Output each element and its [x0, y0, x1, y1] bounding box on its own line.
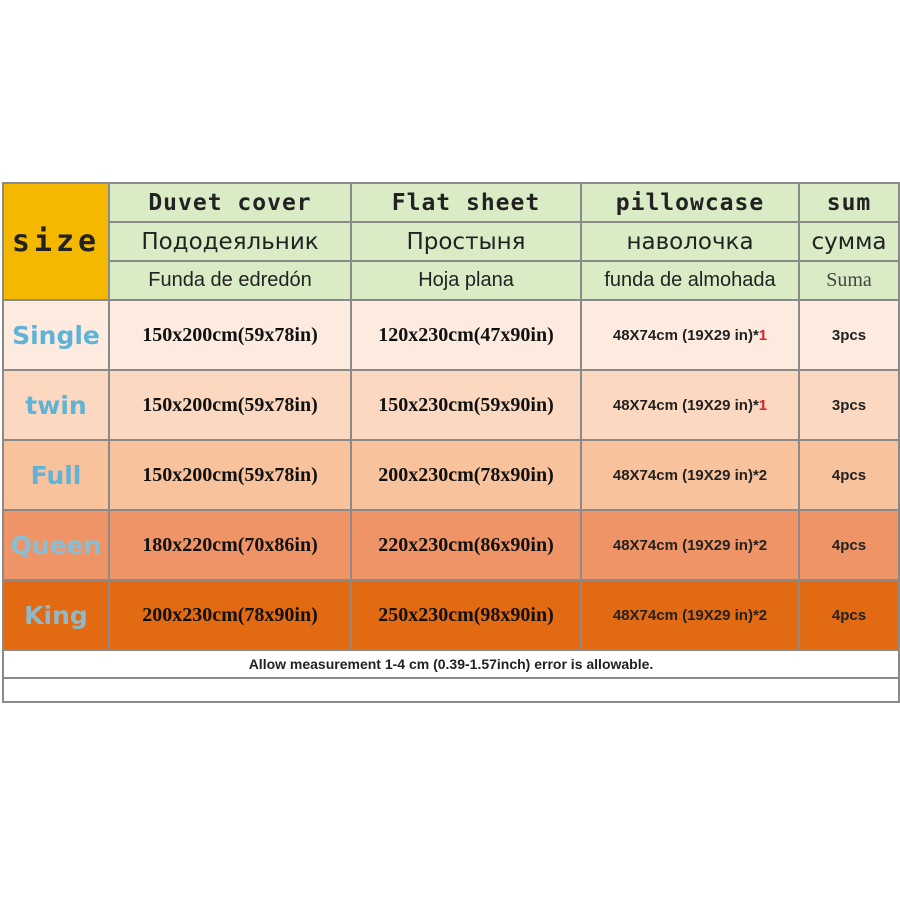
header-duvet-ru: Пододеяльник [108, 221, 352, 262]
sum-pcs: 3pcs [798, 369, 900, 441]
table-row: Single 150x200cm(59x78in) 120x230cm(47x9… [2, 299, 900, 371]
pillow-size: 48X74cm (19X29 in)*1 [580, 369, 800, 441]
sum-pcs: 4pcs [798, 509, 900, 581]
duvet-size: 150x200cm(59x78in) [108, 439, 352, 511]
size-label: twin [2, 369, 110, 441]
size-label: King [2, 579, 110, 651]
pillow-size: 48X74cm (19X29 in)*1 [580, 299, 800, 371]
sum-pcs: 4pcs [798, 579, 900, 651]
pillow-qty: 1 [758, 326, 768, 344]
table-row: King 200x230cm(78x90in) 250x230cm(98x90i… [2, 579, 900, 651]
pillow-size: 48X74cm (19X29 in)*2 [580, 509, 800, 581]
header-sum-ru: сумма [798, 221, 900, 262]
header-pillow-en: pillowcase [580, 182, 800, 223]
header-duvet-es: Funda de edredón [108, 260, 352, 301]
size-label: Full [2, 439, 110, 511]
table-row: twin 150x200cm(59x78in) 150x230cm(59x90i… [2, 369, 900, 441]
footer-spacer [2, 677, 900, 703]
size-chart-table: size Duvet cover Flat sheet pillowcase s… [2, 182, 900, 703]
size-label: Single [2, 299, 110, 371]
pillow-dims: 48X74cm (19X29 in)* [612, 396, 759, 414]
flat-size: 220x230cm(86x90in) [350, 509, 582, 581]
header-flat-es: Hoja plana [350, 260, 582, 301]
header-duvet-en: Duvet cover [108, 182, 352, 223]
header-flat-en: Flat sheet [350, 182, 582, 223]
pillow-qty: 2 [758, 536, 768, 554]
sum-pcs: 4pcs [798, 439, 900, 511]
pillow-size: 48X74cm (19X29 in)*2 [580, 579, 800, 651]
pillow-dims: 48X74cm (19X29 in)* [612, 606, 759, 624]
header-pillow-ru: наволочка [580, 221, 800, 262]
header-sum-en: sum [798, 182, 900, 223]
flat-size: 200x230cm(78x90in) [350, 439, 582, 511]
flat-size: 250x230cm(98x90in) [350, 579, 582, 651]
table-row: Queen 180x220cm(70x86in) 220x230cm(86x90… [2, 509, 900, 581]
pillow-dims: 48X74cm (19X29 in)* [612, 536, 759, 554]
pillow-dims: 48X74cm (19X29 in)* [612, 326, 759, 344]
size-header: size [2, 182, 110, 301]
measurement-note: Allow measurement 1-4 cm (0.39-1.57inch)… [2, 649, 900, 679]
flat-size: 150x230cm(59x90in) [350, 369, 582, 441]
pillow-qty: 2 [758, 466, 768, 484]
pillow-dims: 48X74cm (19X29 in)* [612, 466, 759, 484]
header-pillow-es: funda de almohada [580, 260, 800, 301]
duvet-size: 150x200cm(59x78in) [108, 299, 352, 371]
sum-pcs: 3pcs [798, 299, 900, 371]
duvet-size: 200x230cm(78x90in) [108, 579, 352, 651]
pillow-qty: 2 [758, 606, 768, 624]
pillow-qty: 1 [758, 396, 768, 414]
flat-size: 120x230cm(47x90in) [350, 299, 582, 371]
size-label: Queen [2, 509, 110, 581]
duvet-size: 180x220cm(70x86in) [108, 509, 352, 581]
header-flat-ru: Простыня [350, 221, 582, 262]
pillow-size: 48X74cm (19X29 in)*2 [580, 439, 800, 511]
table-row: Full 150x200cm(59x78in) 200x230cm(78x90i… [2, 439, 900, 511]
duvet-size: 150x200cm(59x78in) [108, 369, 352, 441]
header-sum-es: Suma [798, 260, 900, 301]
